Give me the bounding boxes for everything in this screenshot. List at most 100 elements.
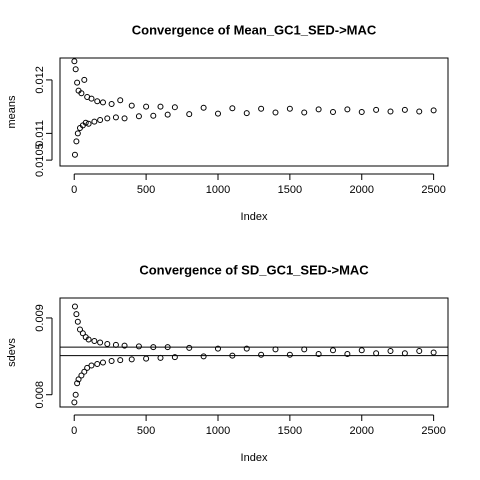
point [358,109,365,115]
y-tick-label: 0.011 [34,120,46,147]
point [78,372,85,379]
point [117,357,124,364]
y-tick-label: 0.012 [34,66,46,94]
point [97,339,104,346]
point [117,97,124,104]
point [71,303,78,310]
point [329,109,336,115]
point [74,130,81,137]
plot-box [59,297,449,408]
point [85,120,92,127]
x-tick-label: 2500 [421,184,445,196]
point [72,66,79,73]
x-tick-label: 1000 [206,425,230,437]
point [373,106,380,113]
point [121,115,128,122]
y-tick-label: 0.0105 [34,143,46,177]
point [74,318,81,325]
x-tick-label: 2000 [350,425,374,437]
point [135,113,142,120]
point [150,344,157,351]
point [229,352,236,359]
point [401,350,408,357]
point [128,356,135,363]
point [430,349,437,356]
chart-title: Convergence of SD_GC1_SED->MAC [139,262,369,277]
y-axis-label: means [6,95,18,129]
point [315,351,322,358]
point [71,151,78,158]
point [74,79,81,86]
y-axis-label: sdevs [6,338,18,367]
point [171,354,178,361]
point [243,110,250,117]
point [344,351,351,358]
point [99,99,106,106]
point [272,109,279,116]
point [401,106,408,113]
point [71,399,78,406]
y-tick-label: 0.008 [34,381,46,409]
plot-box [59,57,449,167]
point [150,112,157,119]
point [315,106,322,113]
x-tick-label: 500 [137,184,155,196]
point [81,76,88,83]
point [76,326,83,333]
point [387,108,394,115]
point [258,105,265,112]
point [104,115,111,122]
point [430,107,437,114]
point [81,368,88,375]
point [243,345,250,352]
x-axis-label: Index [241,211,268,223]
point [164,111,171,118]
point [79,330,86,337]
point [229,105,236,112]
point [85,336,92,343]
point [72,391,79,398]
chart-title: Convergence of Mean_GC1_SED->MAC [132,22,377,37]
point [329,347,336,354]
point [416,347,423,354]
x-tick-label: 1500 [278,184,302,196]
point [186,344,193,351]
point [128,102,135,109]
x-tick-label: 2000 [350,184,374,196]
point [387,347,394,354]
point [94,361,101,368]
point [186,111,193,118]
point [91,337,98,344]
point [301,346,308,353]
point [78,90,85,97]
point [73,311,80,318]
point [88,95,95,102]
x-tick-label: 2500 [421,425,445,437]
point [272,346,279,353]
x-tick-label: 1500 [278,425,302,437]
point [91,118,98,125]
point [214,110,221,117]
point [112,341,119,348]
point [73,138,80,145]
point [171,104,178,111]
point [82,119,89,126]
x-tick-label: 0 [71,425,77,437]
x-tick-label: 0 [71,184,77,196]
point [286,351,293,358]
point [104,341,111,348]
point [108,100,115,107]
point [373,350,380,357]
point [200,353,207,360]
point [164,344,171,351]
point [157,354,164,361]
point [143,355,150,362]
point [97,117,104,124]
point [135,343,142,350]
point [143,103,150,110]
point [71,58,78,65]
point [344,106,351,113]
x-axis-label: Index [241,452,268,464]
